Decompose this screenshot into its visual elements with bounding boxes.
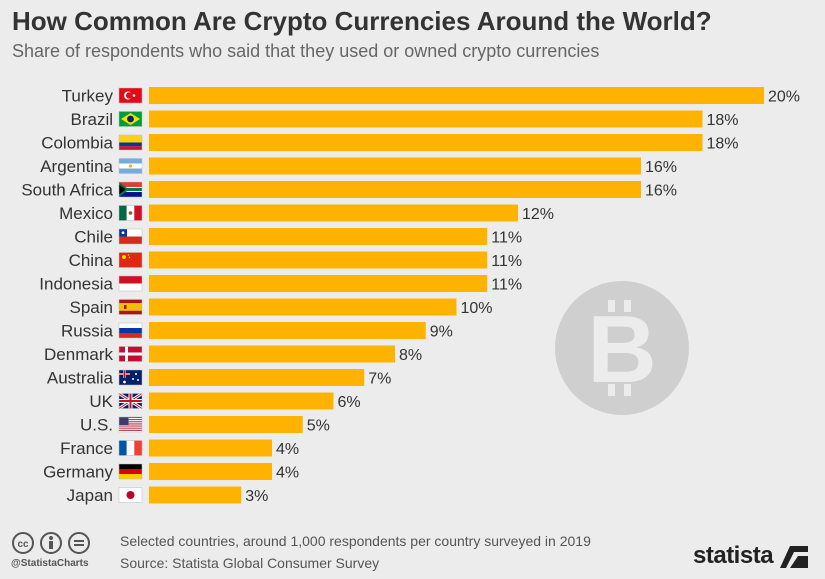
category-label: Colombia bbox=[41, 134, 113, 153]
brazil-flag bbox=[118, 111, 143, 127]
category-label: Russia bbox=[61, 322, 114, 341]
value-label: 11% bbox=[491, 230, 522, 247]
svg-text:B: B bbox=[587, 296, 656, 403]
value-label: 11% bbox=[491, 277, 522, 294]
australia-flag bbox=[118, 369, 143, 386]
category-label: Turkey bbox=[62, 87, 114, 106]
category-label: Chile bbox=[74, 228, 113, 247]
argentina-flag bbox=[118, 158, 143, 174]
license-icons: cc bbox=[11, 531, 111, 562]
bar bbox=[149, 322, 426, 339]
mexico-flag bbox=[118, 205, 143, 221]
france-flag bbox=[118, 440, 143, 456]
category-label: Denmark bbox=[44, 345, 113, 364]
bar bbox=[149, 275, 488, 292]
bar bbox=[149, 251, 488, 269]
value-label: 10% bbox=[461, 300, 493, 317]
footer-note: Selected countries, around 1,000 respond… bbox=[120, 533, 591, 549]
value-label: 16% bbox=[645, 159, 677, 176]
chile-flag bbox=[118, 228, 143, 245]
bar bbox=[149, 228, 488, 245]
chart-title: How Common Are Crypto Currencies Around … bbox=[12, 6, 712, 36]
china-flag bbox=[118, 252, 143, 268]
svg-text:cc: cc bbox=[17, 539, 29, 550]
bar bbox=[149, 486, 242, 504]
category-label: Spain bbox=[70, 298, 113, 317]
chart-subtitle: Share of respondents who said that they … bbox=[12, 41, 600, 61]
category-label: Argentina bbox=[40, 157, 113, 176]
south-africa-flag bbox=[118, 181, 143, 198]
value-label: 6% bbox=[338, 394, 361, 411]
bar bbox=[149, 463, 272, 480]
value-label: 9% bbox=[430, 324, 453, 341]
value-label: 20% bbox=[768, 89, 800, 106]
bar bbox=[149, 345, 395, 363]
value-label: 4% bbox=[276, 441, 299, 458]
attribution-icon bbox=[40, 532, 62, 554]
japan-flag bbox=[118, 487, 143, 503]
bar bbox=[149, 369, 365, 386]
russia-flag bbox=[118, 322, 143, 339]
bar bbox=[149, 87, 764, 104]
bar bbox=[149, 392, 334, 410]
category-label: Mexico bbox=[59, 204, 113, 223]
category-label: Australia bbox=[47, 369, 114, 388]
category-label: France bbox=[60, 439, 113, 458]
turkey-flag bbox=[118, 87, 143, 104]
statista-logo-mark bbox=[780, 546, 808, 568]
bar bbox=[149, 439, 272, 457]
bar bbox=[149, 416, 303, 433]
value-label: 12% bbox=[522, 206, 554, 223]
no-derivatives-icon bbox=[68, 532, 90, 554]
category-label: South Africa bbox=[21, 181, 113, 200]
bar bbox=[149, 181, 641, 198]
category-label: Germany bbox=[43, 463, 113, 482]
value-label: 3% bbox=[245, 488, 268, 505]
bar bbox=[149, 110, 703, 128]
us-flag bbox=[118, 416, 143, 433]
bar bbox=[149, 134, 703, 151]
bar bbox=[149, 204, 518, 222]
indonesia-flag bbox=[118, 275, 143, 292]
bitcoin-icon: B bbox=[555, 281, 689, 415]
category-label: China bbox=[69, 251, 114, 270]
statista-logo[interactable]: statista bbox=[693, 542, 774, 569]
category-label: Japan bbox=[67, 486, 113, 505]
social-handle: @StatistaCharts bbox=[11, 558, 89, 569]
value-label: 8% bbox=[399, 347, 422, 364]
value-label: 18% bbox=[707, 136, 739, 153]
value-label: 7% bbox=[368, 371, 391, 388]
value-label: 18% bbox=[707, 112, 739, 129]
value-label: 16% bbox=[645, 183, 677, 200]
category-label: Indonesia bbox=[39, 275, 113, 294]
category-label: UK bbox=[89, 392, 113, 411]
value-label: 4% bbox=[276, 465, 299, 482]
category-label: Brazil bbox=[70, 110, 113, 129]
value-label: 5% bbox=[307, 418, 330, 435]
denmark-flag bbox=[118, 346, 143, 362]
value-label: 11% bbox=[491, 253, 522, 270]
germany-flag bbox=[118, 463, 143, 480]
spain-flag bbox=[118, 299, 143, 315]
bar bbox=[149, 157, 641, 175]
footer-source: Source: Statista Global Consumer Survey bbox=[120, 555, 380, 571]
uk-flag bbox=[118, 392, 143, 410]
category-label: U.S. bbox=[80, 416, 113, 435]
colombia-flag bbox=[118, 134, 143, 151]
bar bbox=[149, 298, 457, 316]
creative-commons-icon: cc bbox=[12, 532, 34, 554]
